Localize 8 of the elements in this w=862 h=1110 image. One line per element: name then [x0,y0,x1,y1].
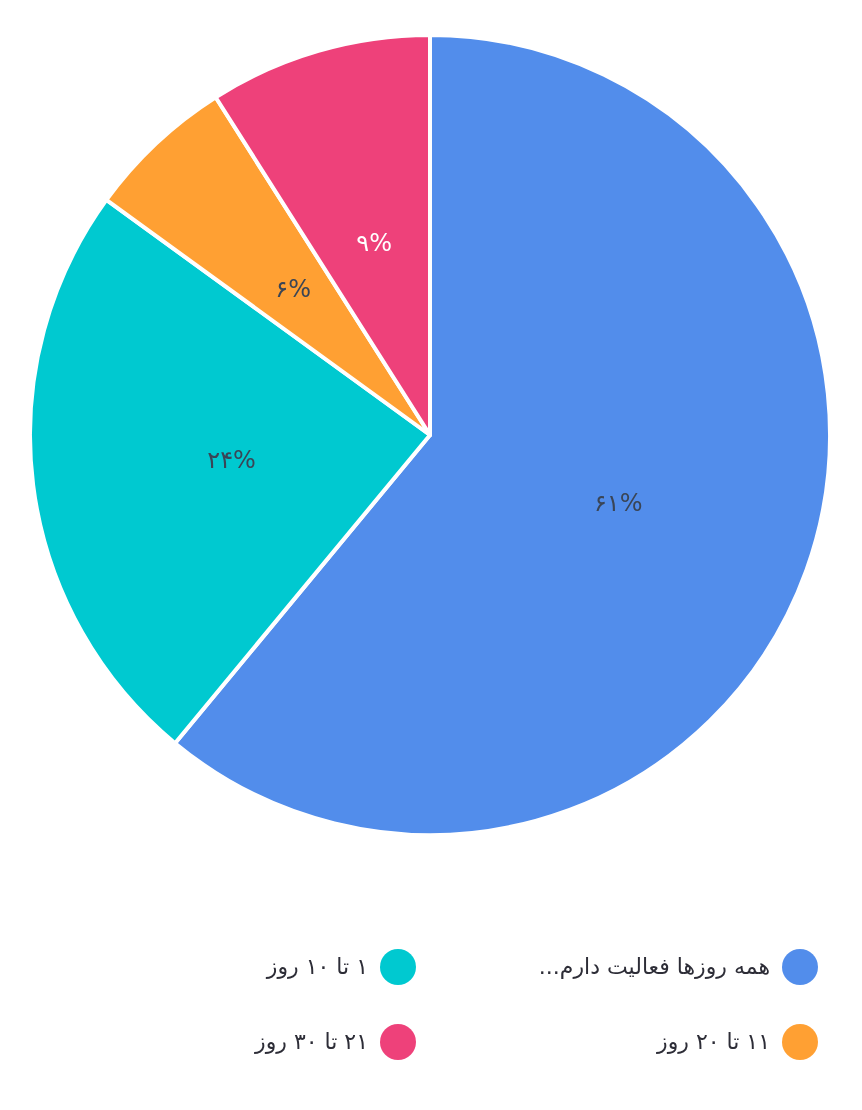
data-label: ۹% [356,228,393,257]
data-label: ۶% [275,275,311,304]
data-label: ۶۱% [593,488,643,517]
legend-label: ۱ تا ۱۰ روز [266,954,368,979]
data-label: ۲۴% [207,446,256,475]
legend-label: همه روزها فعالیت دارم... [538,954,770,979]
legend-label: ۲۱ تا ۳۰ روز [255,1029,368,1054]
legend-label: ۱۱ تا ۲۰ روز [657,1029,770,1054]
